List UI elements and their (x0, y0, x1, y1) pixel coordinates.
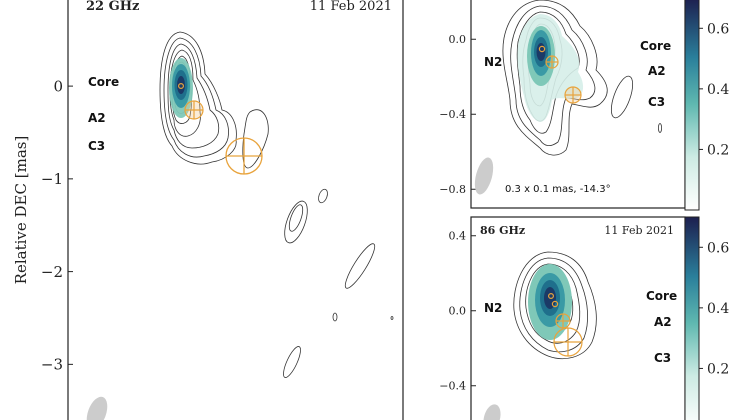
top-right-label-c3: C3 (648, 95, 665, 109)
y-tick-label: −0.4 (439, 380, 466, 393)
top-right-panel: 0.0 −0.4 −0.8 N2 Core A2 (439, 0, 729, 211)
bottom-right-date: 11 Feb 2021 (604, 224, 674, 237)
top-right-label-a2: A2 (648, 64, 666, 78)
bottom-right-label-c3: C3 (654, 351, 671, 365)
left-y-axis-label: Relative DEC [mas] (12, 136, 30, 285)
left-label-a2: A2 (88, 111, 106, 125)
bottom-right-colorbar-ticks: 0.6 0.4 0.2 (699, 240, 729, 377)
left-panel-frame (67, 0, 404, 420)
top-right-beam-label: 0.3 x 0.1 mas, -14.3° (505, 184, 611, 195)
bottom-right-frame (470, 216, 686, 420)
bottom-right-label-a2: A2 (654, 315, 672, 329)
colorbar-tick-label: 0.4 (707, 301, 729, 317)
top-right-core-component (538, 45, 546, 53)
bottom-right-label-n2: N2 (484, 301, 502, 315)
left-core-component (178, 82, 185, 89)
colorbar-tick-label: 0.6 (707, 240, 729, 256)
left-y-axis: 0 −1 −2 −3 (41, 77, 73, 374)
y-tick-label: 0.4 (449, 230, 467, 243)
y-tick-label: −0.4 (439, 108, 466, 121)
colorbar-tick-label: 0.6 (707, 21, 729, 37)
top-right-colorbar (684, 0, 700, 211)
bottom-right-frequency: 86 GHz (480, 224, 525, 237)
y-tick-label: −2 (41, 263, 63, 281)
y-tick-label: 0.0 (449, 305, 467, 318)
bottom-right-colorbar (684, 216, 700, 420)
y-tick-label: −3 (41, 356, 63, 374)
left-c3-component (225, 137, 263, 175)
colorbar-tick-label: 0.2 (707, 361, 729, 377)
colorbar-tick-label: 0.2 (707, 142, 729, 158)
left-label-core: Core (88, 75, 119, 89)
y-tick-label: −0.8 (439, 183, 466, 196)
top-right-label-n2: N2 (484, 55, 502, 69)
y-tick-label: −1 (41, 170, 63, 188)
left-panel-frequency: 22 GHz (86, 0, 139, 14)
bottom-right-inner-component (551, 300, 559, 308)
y-tick-label: 0 (53, 77, 63, 95)
bottom-right-y-axis: 0.4 0.0 −0.4 (439, 230, 476, 393)
bottom-right-beam (483, 404, 501, 420)
y-tick-label: 0.0 (449, 33, 467, 46)
top-right-beam (474, 157, 494, 195)
left-beam (86, 396, 108, 420)
left-a2-component (184, 100, 204, 120)
bottom-right-panel: 86 GHz 11 Feb 2021 0.40.0−0.4 N (439, 216, 729, 420)
top-right-components (538, 45, 582, 104)
top-right-colorbar-ticks: 0.6 0.4 0.2 (699, 21, 729, 158)
bottom-right-core-component (547, 293, 554, 300)
top-right-label-core: Core (640, 39, 671, 53)
top-right-y-axis: 0.0 −0.4 −0.8 (439, 33, 476, 196)
left-jet-contours (242, 109, 394, 378)
left-panel-date: 11 Feb 2021 (310, 0, 392, 14)
left-panel: 22 GHz 11 Feb 2021 0 −1 −2 −3 Relative DEC … (12, 0, 404, 420)
bottom-right-components (547, 293, 583, 357)
bottom-right-label-core: Core (646, 289, 677, 303)
colorbar-tick-label: 0.4 (707, 82, 729, 98)
left-label-c3: C3 (88, 139, 105, 153)
